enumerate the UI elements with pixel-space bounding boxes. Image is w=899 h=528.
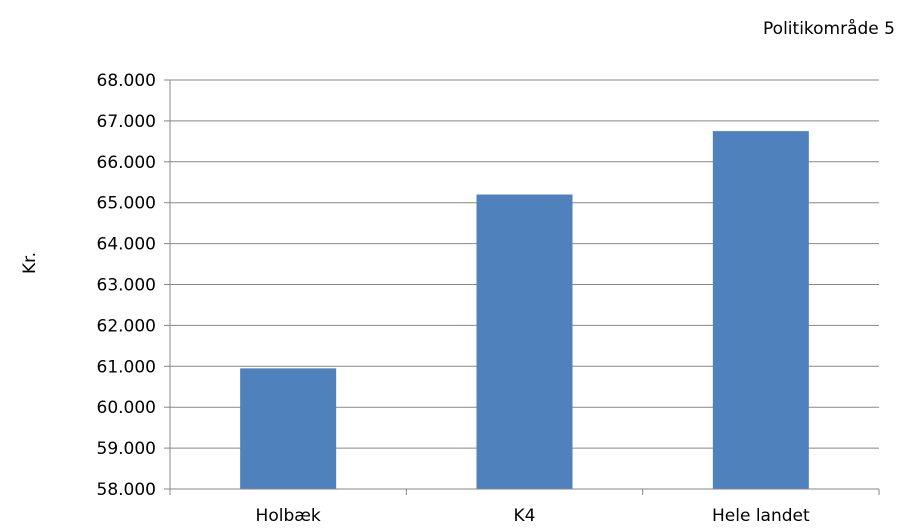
x-tick-label: Holbæk: [256, 506, 321, 526]
x-tick-label: K4: [514, 506, 536, 526]
bars: [240, 131, 809, 489]
bar: [712, 131, 809, 489]
y-tick-label: 60.000: [97, 398, 156, 418]
y-tick-label: 64.000: [97, 235, 156, 255]
axes: [164, 79, 880, 495]
y-tick-label: 63.000: [97, 276, 156, 296]
chart-title: Politikområde 5: [763, 18, 895, 39]
y-axis-label: Kr.: [20, 252, 40, 274]
y-tick-label: 65.000: [97, 194, 156, 214]
bar: [476, 194, 573, 489]
x-tick-label: Hele landet: [712, 506, 810, 526]
y-tick-label: 62.000: [97, 316, 156, 336]
tick-labels: 58.000 59.000 60.000 61.000 62.000 63.000 64.0…: [97, 71, 810, 526]
y-tick-label: 59.000: [97, 439, 156, 459]
y-tick-label: 67.000: [97, 112, 156, 132]
y-tick-label: 58.000: [97, 480, 156, 500]
y-tick-label: 61.000: [97, 357, 156, 377]
y-tick-label: 66.000: [97, 153, 156, 173]
y-tick-label: 68.000: [97, 71, 156, 91]
bar: [240, 368, 337, 489]
